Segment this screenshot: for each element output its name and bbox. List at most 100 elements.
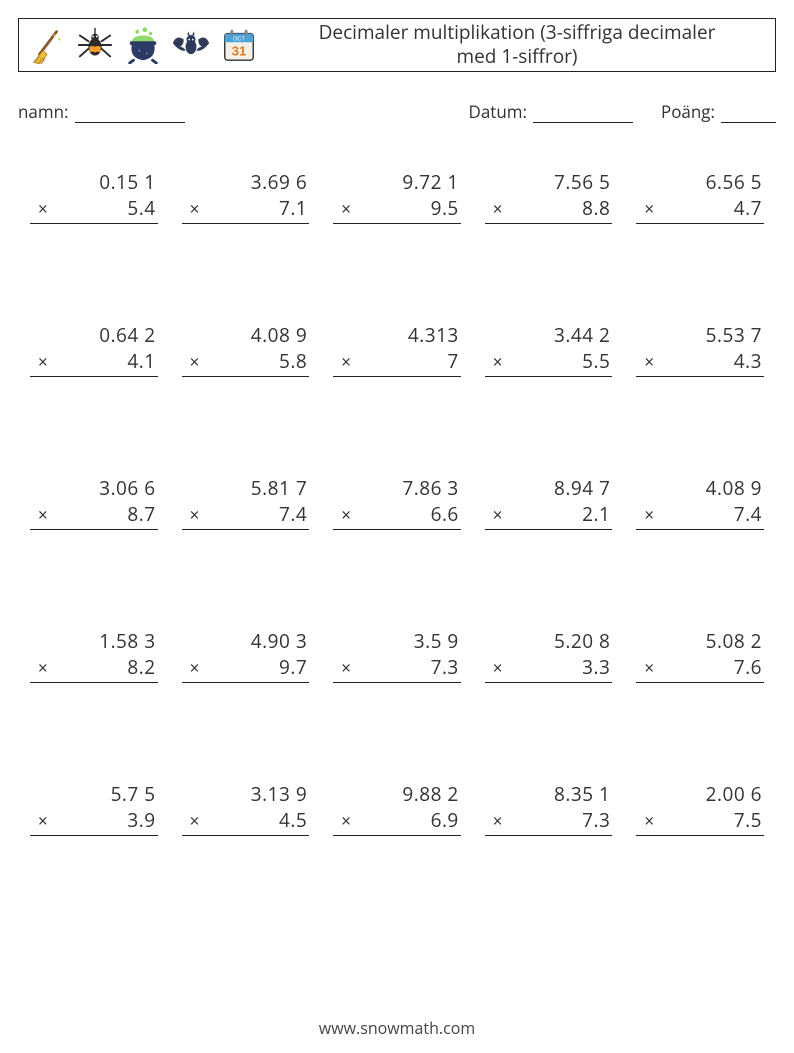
worksheet-page: OCT 31 Decimaler multiplikation (3-siffr… xyxy=(0,0,794,1053)
problem: 2.00 6 × 7.5 xyxy=(636,781,764,836)
multiplier-row: ×8.8 xyxy=(485,195,613,221)
problem-rule xyxy=(636,376,764,377)
operator: × xyxy=(341,656,351,679)
problem: 5.53 7 × 4.3 xyxy=(636,322,764,377)
multiplier: 4.3 xyxy=(734,348,762,374)
problem: 0.15 1×5.4 xyxy=(30,169,158,224)
problem-rule xyxy=(30,835,158,836)
multiplier: 4.5 xyxy=(279,807,307,833)
problem-rule xyxy=(333,376,461,377)
problem-rule xyxy=(30,529,158,530)
multiplier: 6.6 xyxy=(431,501,459,527)
operator: × xyxy=(341,503,351,526)
multiplier: 7.4 xyxy=(734,501,762,527)
cauldron-icon xyxy=(123,25,163,65)
multiplier: 7.5 xyxy=(734,807,762,833)
operator: × xyxy=(644,503,654,526)
multiplier: 8.2 xyxy=(127,654,155,680)
problem: 3.06 6×8.7 xyxy=(30,475,158,530)
multiplier-row: ×5.4 xyxy=(30,195,158,221)
operator: × xyxy=(341,350,351,373)
operator: × xyxy=(493,656,503,679)
svg-text:OCT: OCT xyxy=(233,36,246,42)
problem-rule xyxy=(30,223,158,224)
multiplier: 5.8 xyxy=(279,348,307,374)
multiplier-row: ×4.7 xyxy=(636,195,764,221)
problem: 3.5 9×7.3 xyxy=(333,628,461,683)
operator: × xyxy=(493,809,503,832)
multiplier-row: × 4.3 xyxy=(636,348,764,374)
multiplier: 8.8 xyxy=(582,195,610,221)
multiplicand: 3.69 6 xyxy=(251,169,309,195)
multiplicand: 7.86 3 xyxy=(402,475,460,501)
problem: 1.58 3×8.2 xyxy=(30,628,158,683)
operator: × xyxy=(190,656,200,679)
operator: × xyxy=(644,809,654,832)
multiplicand: 0.15 1 xyxy=(99,169,157,195)
multiplier-row: ×8.2 xyxy=(30,654,158,680)
multiplier: 3.9 xyxy=(127,807,155,833)
calendar-icon: OCT 31 xyxy=(219,25,259,65)
problem-rule xyxy=(182,223,310,224)
problem: 5.20 8×3.3 xyxy=(485,628,613,683)
problems-grid: 0.15 1×5.43.69 6×7.19.72 1×9.57.56 5×8.8… xyxy=(18,169,776,836)
operator: × xyxy=(644,350,654,373)
svg-text:31: 31 xyxy=(232,43,247,58)
info-row: namn: Datum: Poäng: xyxy=(18,100,776,123)
multiplier-row: ×6.9 xyxy=(333,807,461,833)
multiplier: 4.7 xyxy=(734,195,762,221)
name-blank xyxy=(75,104,185,123)
multiplicand: 7.56 5 xyxy=(554,169,612,195)
multiplicand: 5.81 7 xyxy=(251,475,309,501)
problem-rule xyxy=(485,223,613,224)
problem-rule xyxy=(636,835,764,836)
multiplier-row: ×8.7 xyxy=(30,501,158,527)
problem-rule xyxy=(333,682,461,683)
operator: × xyxy=(38,809,48,832)
multiplicand: 3.5 9 xyxy=(414,628,461,654)
multiplier-row: × 4.5 xyxy=(182,807,310,833)
problem: 9.88 2×6.9 xyxy=(333,781,461,836)
title-line-1: Decimaler multiplikation (3-siffriga dec… xyxy=(271,21,763,45)
operator: × xyxy=(190,809,200,832)
multiplier-row: × 7.1 xyxy=(182,195,310,221)
problem-rule xyxy=(182,529,310,530)
multiplier: 7 xyxy=(447,348,458,374)
problem-rule xyxy=(182,682,310,683)
operator: × xyxy=(190,197,200,220)
multiplier-row: ×7.3 xyxy=(333,654,461,680)
multiplier-row: ×9.5 xyxy=(333,195,461,221)
problem-rule xyxy=(30,682,158,683)
multiplicand: 2.00 6 xyxy=(706,781,764,807)
operator: × xyxy=(38,503,48,526)
multiplier: 7.6 xyxy=(734,654,762,680)
multiplier: 4.1 xyxy=(127,348,155,374)
multiplier: 7.1 xyxy=(279,195,307,221)
multiplier-row: × 3.9 xyxy=(30,807,158,833)
multiplier-row: × 7.4 xyxy=(636,501,764,527)
multiplier: 7.4 xyxy=(279,501,307,527)
problem: 4.313×7 xyxy=(333,322,461,377)
multiplicand: 4.90 3 xyxy=(251,628,309,654)
header-icons: OCT 31 xyxy=(27,25,259,65)
problem: 3.69 6 × 7.1 xyxy=(182,169,310,224)
problem-rule xyxy=(333,223,461,224)
operator: × xyxy=(190,350,200,373)
problem: 6.56 5×4.7 xyxy=(636,169,764,224)
date-blank xyxy=(533,104,633,123)
problem-rule xyxy=(636,529,764,530)
name-label: namn: xyxy=(18,100,69,123)
multiplier: 6.9 xyxy=(431,807,459,833)
multiplier-row: ×9.7 xyxy=(182,654,310,680)
multiplier-row: × 7.3 xyxy=(485,807,613,833)
multiplicand: 0.64 2 xyxy=(99,322,157,348)
problem-rule xyxy=(30,376,158,377)
problem: 8.94 7×2.1 xyxy=(485,475,613,530)
multiplier: 7.3 xyxy=(582,807,610,833)
multiplier: 2.1 xyxy=(582,501,610,527)
multiplicand: 5.08 2 xyxy=(706,628,764,654)
multiplier-row: × 7.5 xyxy=(636,807,764,833)
problem-rule xyxy=(636,682,764,683)
multiplicand: 5.53 7 xyxy=(706,322,764,348)
problem: 3.13 9×4.5 xyxy=(182,781,310,836)
